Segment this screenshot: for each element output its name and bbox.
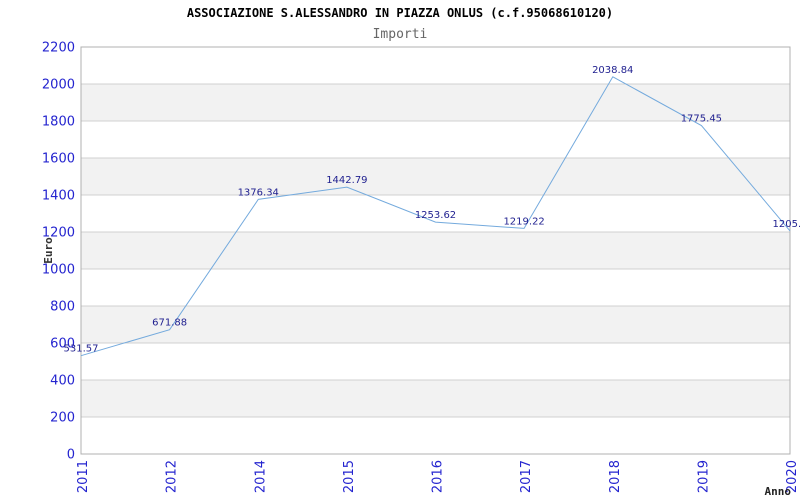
point-label: 671.88 — [152, 318, 187, 329]
plot-border — [80, 46, 791, 455]
x-tick-label: 2014 — [253, 460, 268, 493]
x-axis-title: Anno — [765, 485, 792, 498]
y-axis-tick-labels: 0 200 400 600 800 1000 1200 1400 1600 1800 2000 220… — [42, 41, 75, 463]
y-tick-label: 2000 — [42, 78, 75, 93]
x-tick-label: 2012 — [165, 460, 180, 493]
band — [81, 84, 790, 121]
y-tick-label: 1600 — [42, 152, 75, 167]
point-label: 2038.84 — [592, 65, 633, 76]
x-axis-tick-labels: 2011 2012 2014 2015 2016 2017 2018 2019 2020 — [76, 460, 800, 493]
y-tick-label: 0 — [67, 448, 75, 463]
point-label: 1775.45 — [681, 114, 722, 125]
y-tick-label: 600 — [50, 337, 75, 352]
series-line — [80, 76, 791, 357]
point-label: 1205.9 — [773, 219, 800, 230]
y-tick-label: 1800 — [42, 115, 75, 130]
y-axis-title: Euro — [42, 237, 55, 264]
y-tick-label: 200 — [50, 411, 75, 426]
x-tick-label: 2017 — [519, 460, 534, 493]
x-tick-label: 2015 — [342, 460, 357, 493]
band — [81, 232, 790, 269]
point-label: 1253.62 — [415, 210, 456, 221]
data-point-labels: 531.57 671.88 1376.34 1442.79 1253.62 1219.22… — [64, 65, 800, 355]
y-tick-label: 400 — [50, 374, 75, 389]
background-bands — [81, 84, 790, 417]
x-tick-label: 2016 — [431, 460, 446, 493]
x-tick-label: 2018 — [608, 460, 623, 493]
y-tick-label: 1200 — [42, 226, 75, 241]
x-tick-label: 2011 — [76, 460, 91, 493]
band — [81, 306, 790, 343]
point-label: 1219.22 — [503, 216, 544, 227]
y-tick-label: 800 — [50, 300, 75, 315]
x-tick-label: 2020 — [785, 460, 800, 493]
chart-subtitle: Importi — [372, 27, 428, 42]
point-label: 531.57 — [64, 344, 99, 355]
gridlines — [81, 83, 790, 418]
band — [81, 380, 790, 417]
point-label: 1376.34 — [238, 187, 279, 198]
y-tick-label: 1400 — [42, 189, 75, 204]
y-tick-label: 2200 — [42, 41, 75, 56]
y-tick-label: 1000 — [42, 263, 75, 278]
band — [81, 158, 790, 195]
point-label: 1442.79 — [326, 175, 367, 186]
x-tick-label: 2019 — [696, 460, 711, 493]
chart-title: ASSOCIAZIONE S.ALESSANDRO IN PIAZZA ONLU… — [186, 6, 614, 20]
